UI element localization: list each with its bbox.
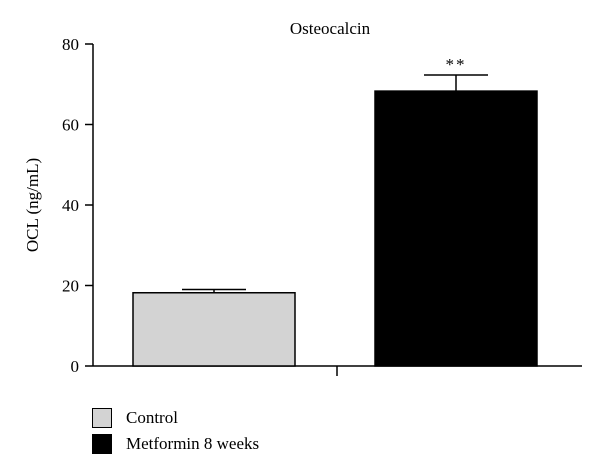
y-tick-label-40: 40	[62, 196, 79, 215]
legend-label-metformin: Metformin 8 weeks	[126, 433, 260, 453]
legend-swatch-control	[92, 407, 112, 428]
legend-item-metformin: Metformin 8 weeks	[92, 431, 259, 456]
legend-swatch-metformin	[92, 433, 112, 454]
legend-label-control: Control	[126, 407, 178, 427]
significance-marker-metformin: **	[446, 55, 467, 74]
bar-metformin	[374, 90, 538, 367]
y-tick-label-80: 80	[62, 35, 79, 54]
legend: Control Metformin 8 weeks	[92, 405, 259, 457]
y-tick-label-60: 60	[62, 116, 79, 135]
y-tick-label-20: 20	[62, 277, 79, 296]
plot-area: 0 20 40 60 80 **	[62, 35, 582, 376]
legend-item-control: Control	[92, 405, 259, 430]
chart-title: Osteocalcin	[290, 19, 371, 38]
y-axis-label: OCL (ng/mL)	[23, 158, 42, 252]
bar-control	[132, 291, 296, 367]
y-tick-label-0: 0	[71, 357, 80, 376]
